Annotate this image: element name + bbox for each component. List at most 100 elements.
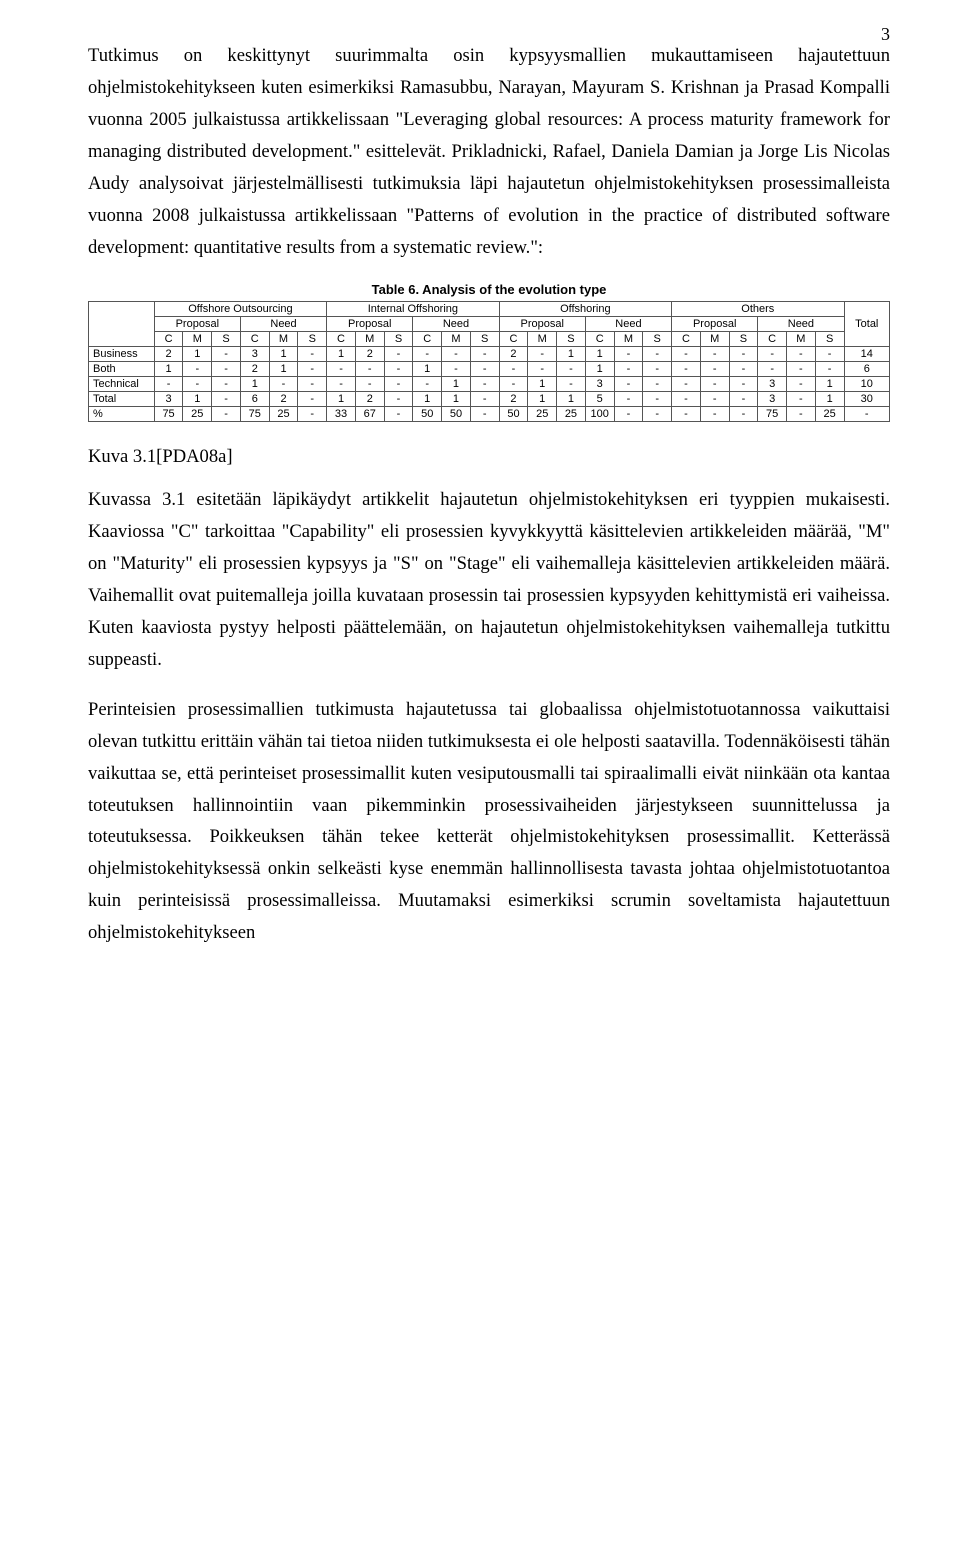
table-cell: - — [729, 406, 758, 421]
table-cell: 1 — [557, 346, 586, 361]
table-cms-header: M — [355, 331, 384, 346]
table-cell: - — [643, 376, 672, 391]
table-cell: - — [643, 361, 672, 376]
page: 3 Tutkimus on keskittynyt suurimmalta os… — [0, 0, 960, 1557]
table-cms-header: M — [528, 331, 557, 346]
figure-caption: Kuva 3.1[PDA08a] — [88, 446, 890, 468]
table-cell: 1 — [240, 376, 269, 391]
table-cms-header: S — [298, 331, 327, 346]
table-cell: - — [298, 376, 327, 391]
table-cms-header: M — [787, 331, 816, 346]
table-sub-header: Need — [240, 316, 326, 331]
table-cell: - — [614, 346, 643, 361]
table-cms-header: M — [614, 331, 643, 346]
table-cell: 75 — [240, 406, 269, 421]
table-sub-header: Need — [585, 316, 671, 331]
table-cell: - — [413, 376, 442, 391]
table-cell: - — [729, 391, 758, 406]
table-cell: - — [528, 361, 557, 376]
table-cell: 75 — [758, 406, 787, 421]
table-cms-header: S — [384, 331, 413, 346]
table-row-label: Business — [89, 346, 155, 361]
table-cell: - — [413, 346, 442, 361]
table-cell: - — [355, 376, 384, 391]
table-row-label: Technical — [89, 376, 155, 391]
table-cell: 1 — [442, 376, 471, 391]
analysis-table: Offshore OutsourcingInternal OffshoringO… — [88, 301, 890, 422]
table-cms-header: S — [470, 331, 499, 346]
table-cell: - — [212, 376, 241, 391]
table-cell: 1 — [815, 391, 844, 406]
table-cell: - — [384, 406, 413, 421]
table-cell: - — [269, 376, 298, 391]
table-sub-header: Need — [413, 316, 499, 331]
table-cell: - — [183, 361, 212, 376]
table-cell: 1 — [442, 391, 471, 406]
table-cms-header: M — [442, 331, 471, 346]
table-cell: - — [729, 376, 758, 391]
table-cell: - — [672, 346, 701, 361]
table-cell: - — [614, 406, 643, 421]
table-cms-header: S — [729, 331, 758, 346]
table-cell: 3 — [758, 376, 787, 391]
table-sub-header: Proposal — [499, 316, 585, 331]
table-cell: 67 — [355, 406, 384, 421]
table-group-header: Offshore Outsourcing — [154, 301, 326, 316]
table-cms-header: C — [585, 331, 614, 346]
table-cell: - — [499, 376, 528, 391]
table-cell: - — [384, 346, 413, 361]
table-cell: 25 — [815, 406, 844, 421]
table-cell: 50 — [442, 406, 471, 421]
table-cell: - — [470, 361, 499, 376]
table-cell: - — [758, 346, 787, 361]
table-row-total: 30 — [844, 391, 889, 406]
table-cms-header: S — [212, 331, 241, 346]
table-cell: - — [470, 376, 499, 391]
table-cms-header: C — [154, 331, 183, 346]
table-cell: - — [672, 406, 701, 421]
table-cell: 75 — [154, 406, 183, 421]
table-cms-header: C — [413, 331, 442, 346]
table-cell: 1 — [269, 346, 298, 361]
table-cell: 1 — [528, 376, 557, 391]
table-cell: - — [212, 361, 241, 376]
table-cell: - — [614, 361, 643, 376]
table-cell: 3 — [585, 376, 614, 391]
table-cell: - — [183, 376, 212, 391]
table-cms-header: M — [269, 331, 298, 346]
table-cell: 1 — [327, 346, 356, 361]
table-cell: 1 — [183, 346, 212, 361]
table-cms-header: M — [700, 331, 729, 346]
table-sub-header: Proposal — [672, 316, 758, 331]
table-cell: 1 — [557, 391, 586, 406]
table-row-total: 10 — [844, 376, 889, 391]
table-cell: 25 — [269, 406, 298, 421]
table-cms-header: C — [499, 331, 528, 346]
table-cell: - — [355, 361, 384, 376]
table-cell: 1 — [154, 361, 183, 376]
table-row-label: Both — [89, 361, 155, 376]
paragraph-3: Perinteisien prosessimallien tutkimusta … — [88, 694, 890, 950]
table-cell: 25 — [528, 406, 557, 421]
table-cell: - — [787, 346, 816, 361]
table-cell: 25 — [183, 406, 212, 421]
table-cell: 1 — [528, 391, 557, 406]
table-cell: - — [643, 346, 672, 361]
table-cell: - — [815, 346, 844, 361]
table-cell: - — [787, 361, 816, 376]
table-cell: 3 — [758, 391, 787, 406]
table-cell: - — [442, 346, 471, 361]
table-cell: - — [298, 406, 327, 421]
table-cell: 2 — [154, 346, 183, 361]
table-cell: - — [212, 391, 241, 406]
table-cell: - — [643, 391, 672, 406]
table-cell: - — [154, 376, 183, 391]
table-cms-header: C — [758, 331, 787, 346]
table-title: Table 6. Analysis of the evolution type — [88, 282, 890, 297]
table-cell: 2 — [499, 346, 528, 361]
table-cell: 1 — [327, 391, 356, 406]
table-cell: 1 — [413, 361, 442, 376]
table-cms-header: S — [815, 331, 844, 346]
table-cell: 1 — [269, 361, 298, 376]
table-cell: - — [614, 376, 643, 391]
